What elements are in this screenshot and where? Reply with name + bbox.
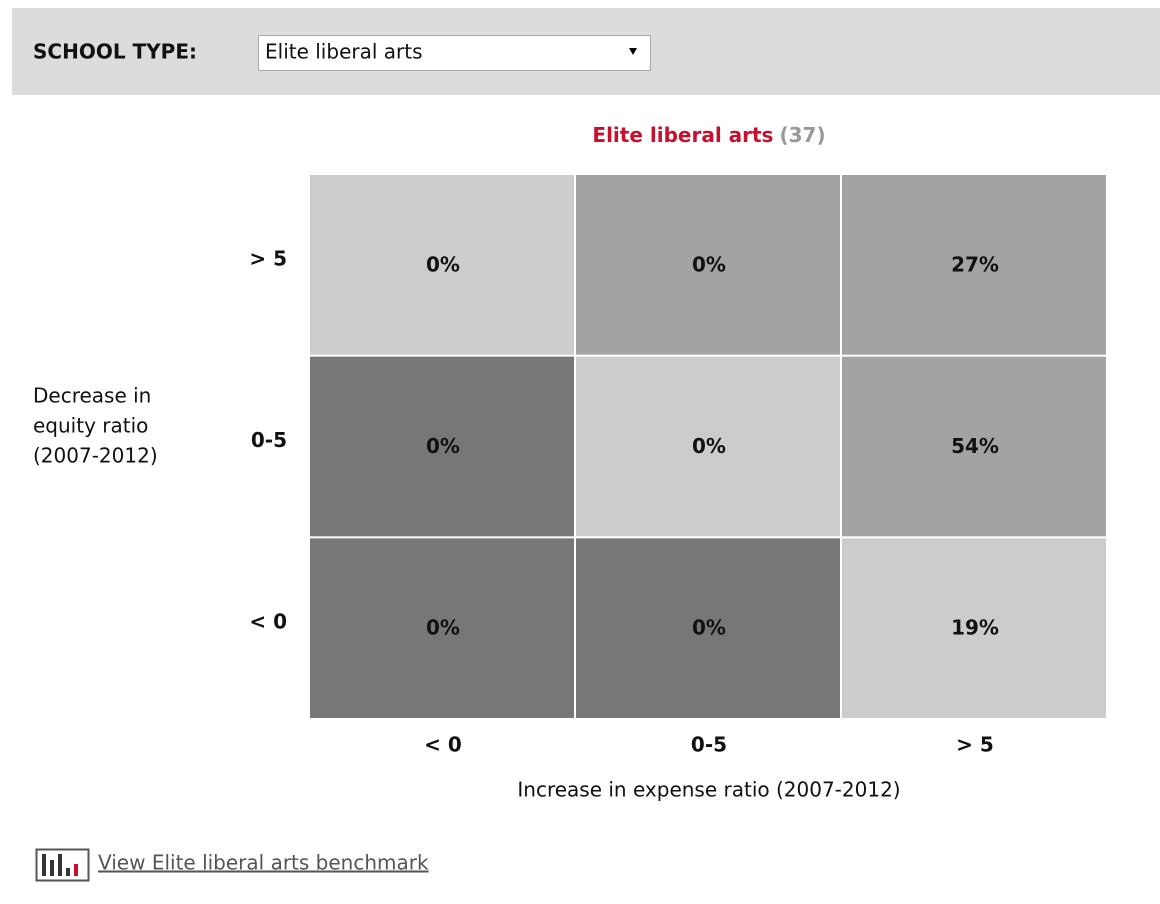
select-arrow xyxy=(629,48,637,55)
y-axis-label: (2007-2012) xyxy=(33,444,158,468)
benchmark-link[interactable]: View Elite liberal arts benchmark xyxy=(35,848,429,882)
y-axis-label: equity ratio xyxy=(33,414,148,438)
x-tick-label: < 0 xyxy=(424,733,462,757)
y-axis-label: Decrease in xyxy=(33,384,151,408)
title-text: Elite liberal arts xyxy=(592,123,773,147)
link-text[interactable]: View Elite liberal arts benchmark xyxy=(98,851,429,875)
heat-cell xyxy=(576,175,840,355)
cell-label: 19% xyxy=(951,616,999,640)
heat-cell xyxy=(576,538,840,718)
icon-bar xyxy=(58,854,62,876)
heat-cell xyxy=(310,538,574,718)
heat-cell xyxy=(842,175,1106,355)
heat-cell xyxy=(576,356,840,537)
select-box[interactable] xyxy=(258,35,651,71)
cell-label: 0% xyxy=(692,252,726,276)
icon-bar xyxy=(50,860,54,876)
icon-bar xyxy=(74,864,78,876)
cell-label: 0% xyxy=(426,616,460,640)
cell-label: 0% xyxy=(426,252,460,276)
select-value[interactable]: Elite liberal arts xyxy=(265,40,423,64)
heatmap: 0% 0% 27% 0% 0% 54% 0% 0% 19% > 5 0-5 < 0 < 0 0-5 > 5 I… xyxy=(33,175,1106,802)
chart-title: Elite liberal arts (37) xyxy=(592,123,825,147)
cell-label: 54% xyxy=(951,434,999,458)
cell-label: 0% xyxy=(426,434,460,458)
x-axis-label: Increase in expense ratio (2007-2012) xyxy=(517,778,900,802)
x-tick-label: > 5 xyxy=(956,733,994,757)
school-select[interactable]: Elite liberal arts xyxy=(258,35,651,71)
cell-label: 0% xyxy=(692,434,726,458)
chart-icon xyxy=(35,848,90,882)
cell-label: 0% xyxy=(692,616,726,640)
heat-cell xyxy=(842,538,1106,718)
icon-bar xyxy=(42,854,46,876)
y-tick-label: > 5 xyxy=(249,246,287,270)
x-tick-label: 0-5 xyxy=(691,733,727,757)
heat-cell xyxy=(842,356,1106,537)
y-tick-label: 0-5 xyxy=(251,428,287,452)
icon-bar xyxy=(66,868,70,876)
y-tick-label: < 0 xyxy=(249,610,287,634)
heat-cell xyxy=(310,175,574,355)
cell-label: 27% xyxy=(951,252,999,276)
title-count: (37) xyxy=(779,123,825,147)
header-label: SCHOOL TYPE: xyxy=(33,40,197,64)
heat-cell xyxy=(310,356,574,537)
